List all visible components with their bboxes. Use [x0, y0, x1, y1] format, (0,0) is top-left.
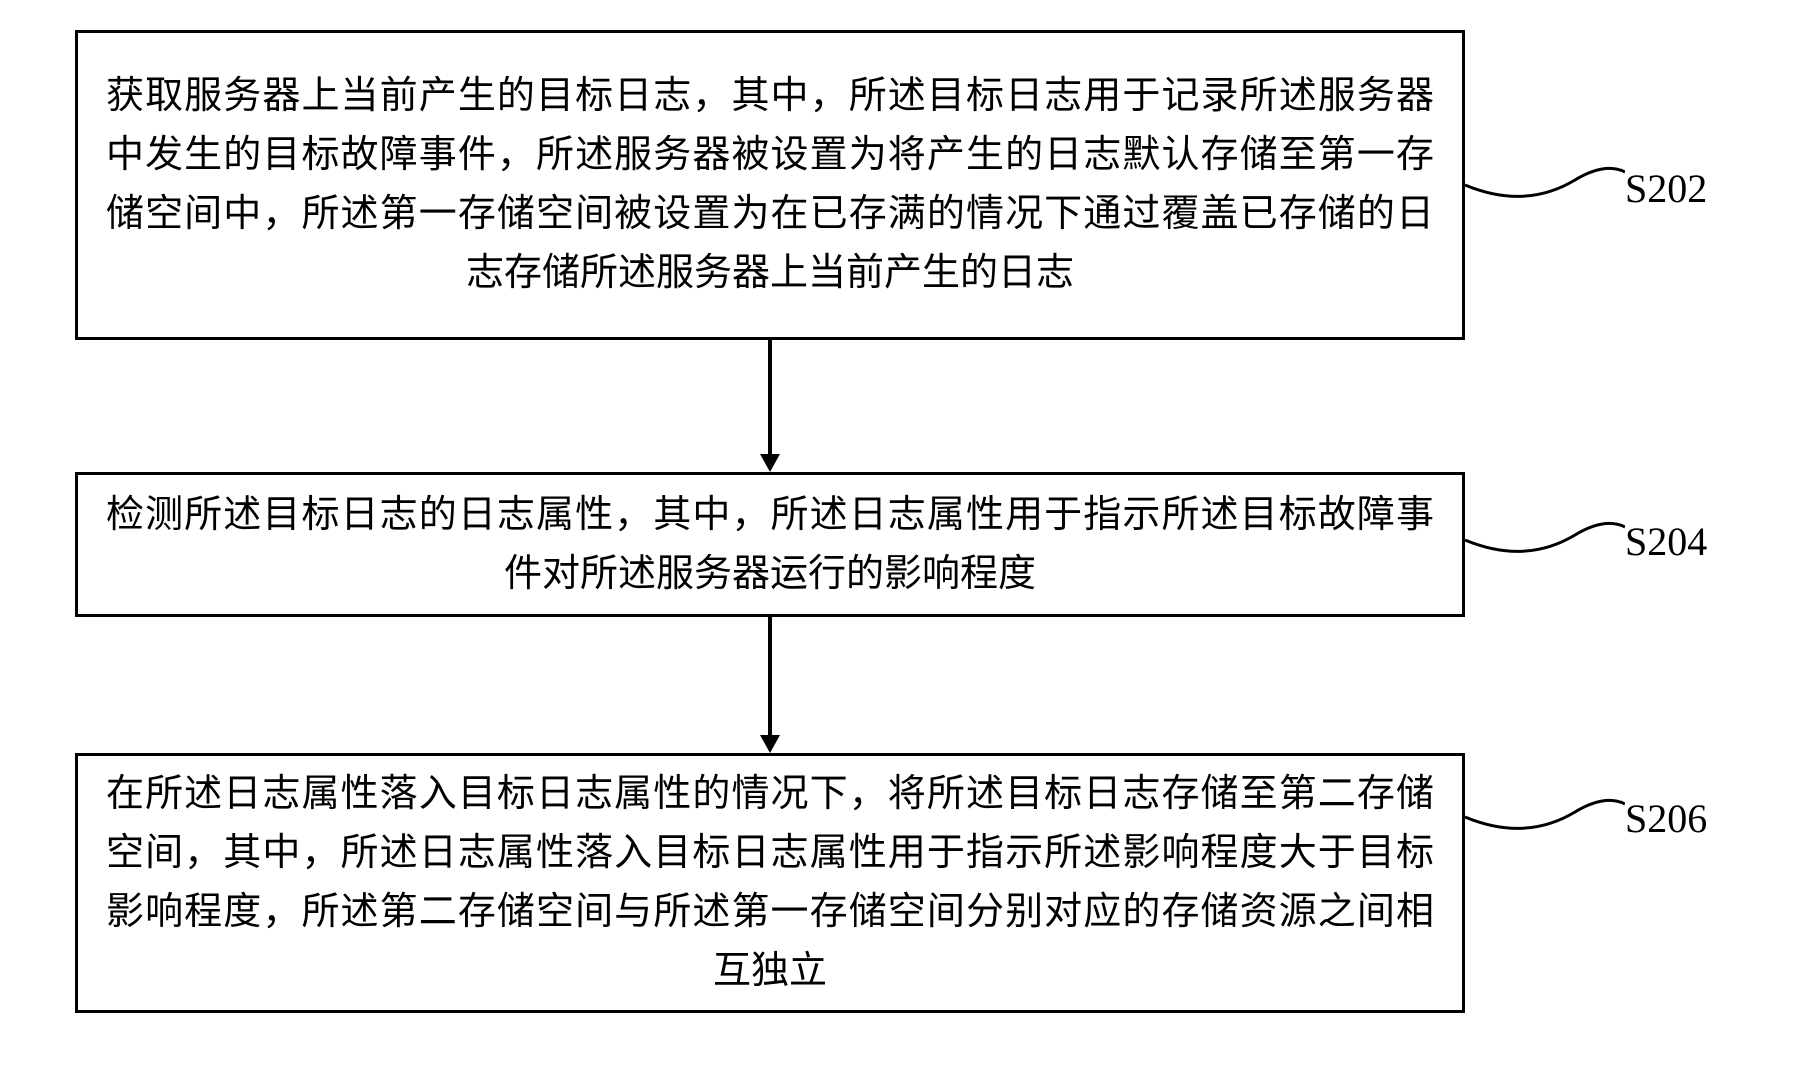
flow-step-s202-text: 获取服务器上当前产生的目标日志，其中，所述目标日志用于记录所述服务器中发生的目标…	[106, 67, 1434, 303]
arrow-s202-to-s204	[768, 340, 772, 455]
label-connector-s202	[1465, 150, 1625, 210]
flow-step-s204: 检测所述目标日志的日志属性，其中，所述日志属性用于指示所述目标故障事件对所述服务…	[75, 472, 1465, 617]
flow-step-s202: 获取服务器上当前产生的目标日志，其中，所述目标日志用于记录所述服务器中发生的目标…	[75, 30, 1465, 340]
flow-step-s206-text: 在所述日志属性落入目标日志属性的情况下，将所述目标日志存储至第二存储空间，其中，…	[106, 765, 1434, 1001]
flow-step-s206: 在所述日志属性落入目标日志属性的情况下，将所述目标日志存储至第二存储空间，其中，…	[75, 753, 1465, 1013]
arrow-s204-to-s206	[768, 617, 772, 736]
step-label-s204: S204	[1625, 518, 1707, 565]
arrow-head-s202-to-s204	[760, 454, 780, 472]
label-connector-s206	[1465, 782, 1625, 842]
step-label-s206: S206	[1625, 795, 1707, 842]
step-label-s202: S202	[1625, 165, 1707, 212]
label-connector-s204	[1465, 505, 1625, 565]
flow-step-s204-text: 检测所述目标日志的日志属性，其中，所述日志属性用于指示所述目标故障事件对所述服务…	[106, 486, 1434, 604]
arrow-head-s204-to-s206	[760, 735, 780, 753]
